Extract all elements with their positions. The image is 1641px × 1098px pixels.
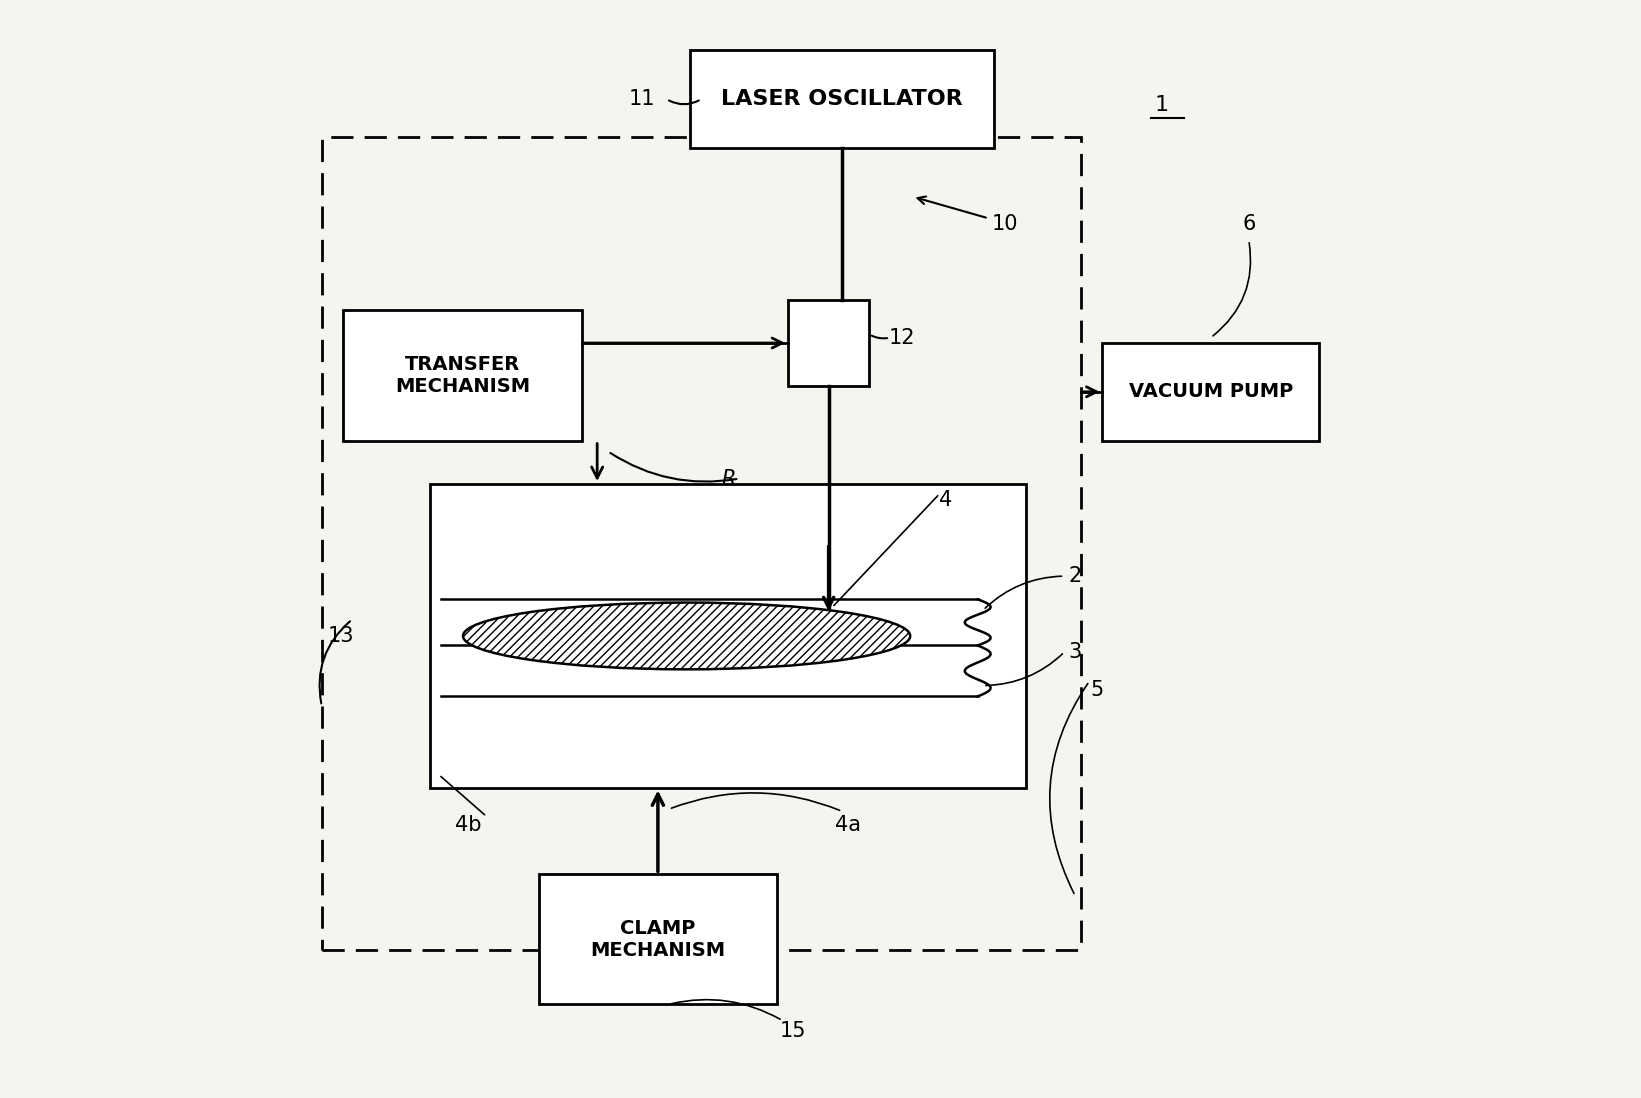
Text: 1: 1 [1155,94,1168,114]
FancyBboxPatch shape [691,51,994,148]
FancyBboxPatch shape [343,311,583,440]
Text: 4b: 4b [455,816,481,836]
Text: 3: 3 [1068,642,1081,662]
FancyBboxPatch shape [538,874,778,1005]
Text: VACUUM PUMP: VACUUM PUMP [1129,382,1293,401]
Text: 11: 11 [629,89,655,109]
Text: CLAMP
MECHANISM: CLAMP MECHANISM [591,919,725,960]
Text: 13: 13 [328,626,354,646]
FancyBboxPatch shape [1103,343,1319,440]
Text: LASER OSCILLATOR: LASER OSCILLATOR [722,89,963,109]
Text: TRANSFER
MECHANISM: TRANSFER MECHANISM [395,355,530,396]
Ellipse shape [463,603,911,670]
Text: 10: 10 [991,214,1017,234]
FancyBboxPatch shape [788,300,870,386]
Text: 15: 15 [779,1021,807,1041]
FancyBboxPatch shape [430,484,1027,787]
Text: 4a: 4a [835,816,860,836]
Text: 6: 6 [1242,214,1255,234]
Text: R: R [720,469,735,489]
Text: 2: 2 [1068,567,1081,586]
Text: 4: 4 [939,490,952,511]
Text: 5: 5 [1090,680,1104,699]
Text: 12: 12 [888,327,916,348]
